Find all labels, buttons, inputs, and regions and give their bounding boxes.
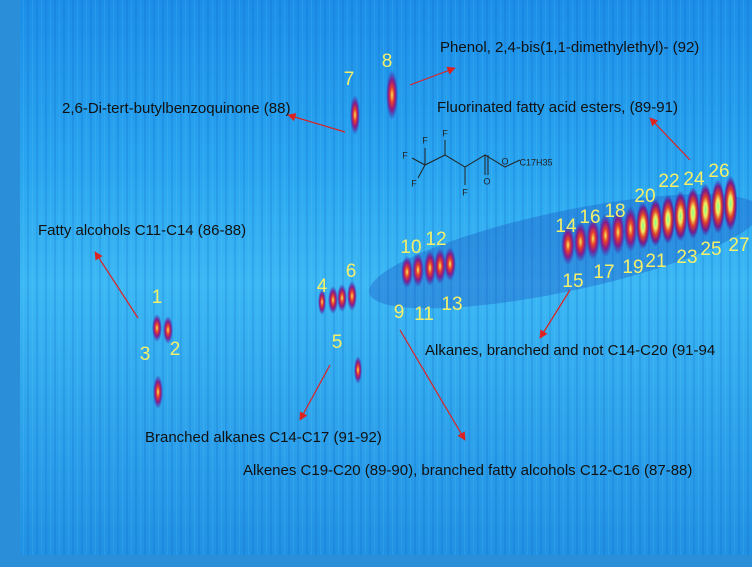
- arrow: [299, 364, 331, 421]
- peak-number: 18: [604, 201, 625, 222]
- peak-spot: [586, 217, 600, 260]
- peak-number: 8: [382, 51, 393, 72]
- annotation: Fluorinated fatty acid esters, (89-91): [437, 99, 678, 116]
- left-axis: [0, 0, 20, 567]
- peak-spot: [347, 281, 357, 311]
- structure-atom: F: [422, 135, 428, 145]
- peak-spot: [401, 256, 413, 288]
- peak-spot: [623, 206, 638, 252]
- peak-number: 22: [658, 171, 679, 192]
- peak-number: 17: [593, 262, 614, 283]
- peak-number: 9: [394, 302, 405, 323]
- peak-spot: [711, 179, 725, 234]
- peak-number: 13: [441, 294, 462, 315]
- arrow: [399, 329, 466, 441]
- peak-number: 2: [170, 339, 181, 360]
- peak-number: 27: [728, 235, 749, 256]
- peak-spot: [386, 70, 398, 120]
- peak-number: 10: [400, 237, 421, 258]
- peak-spot: [573, 221, 588, 263]
- peak-number: 16: [579, 207, 600, 228]
- peak-spot: [337, 284, 347, 312]
- structure-atom: O: [483, 176, 490, 186]
- peak-spot: [561, 225, 575, 265]
- peak-number: 6: [346, 261, 357, 282]
- arrow: [94, 251, 139, 319]
- peak-number: 20: [634, 186, 655, 207]
- peak-spot: [424, 250, 436, 286]
- peak-spot: [354, 356, 362, 384]
- annotation: Fatty alcohols C11-C14 (86-88): [38, 222, 246, 239]
- peak-number: 26: [708, 161, 729, 182]
- peak-number: 24: [683, 169, 705, 190]
- arrow: [649, 117, 691, 161]
- peak-number: 12: [425, 229, 446, 250]
- peak-number: 4: [317, 276, 328, 297]
- structure-atom: F: [462, 187, 468, 197]
- annotation: Alkanes, branched and not C14-C20 (91-94: [425, 342, 715, 359]
- structure-atom: O: [501, 156, 508, 166]
- structure-atom: F: [411, 178, 417, 188]
- arrow: [409, 66, 456, 86]
- peak-spot: [698, 183, 713, 237]
- peak-spot: [661, 194, 675, 245]
- peak-spot: [444, 247, 456, 281]
- peak-spot: [686, 187, 700, 239]
- peak-spot: [152, 314, 162, 342]
- peak-spot: [598, 213, 613, 258]
- arrows: [94, 66, 691, 441]
- peak-spot: [434, 248, 446, 284]
- peak-number: 1: [152, 287, 163, 308]
- peak-spot: [636, 202, 650, 250]
- bottom-axis: [0, 555, 752, 567]
- peak-number: 19: [622, 257, 643, 278]
- peak-number: 11: [414, 304, 434, 325]
- structure-atom: F: [442, 128, 448, 138]
- peak-spot: [673, 190, 688, 242]
- peak-number: 7: [344, 69, 355, 90]
- peak-number: 5: [332, 332, 343, 353]
- annotation: Alkenes C19-C20 (89-90), branched fatty …: [243, 462, 692, 479]
- annotation: 2,6-Di-tert-butylbenzoquinone (88): [62, 100, 290, 117]
- structure-chain: C17H35: [519, 157, 552, 167]
- peak-spot: [723, 175, 738, 232]
- peak-spot: [318, 289, 326, 315]
- peak-number: 3: [140, 344, 151, 365]
- structure: [411, 140, 521, 185]
- peak-spot: [412, 253, 424, 287]
- peak-number: 14: [555, 216, 577, 237]
- peak-spot: [611, 209, 625, 255]
- peak-number: 15: [562, 271, 583, 292]
- annotation: Phenol, 2,4-bis(1,1-dimethylethyl)- (92): [440, 39, 699, 56]
- peak-spot: [328, 286, 338, 314]
- peak-spot: [648, 198, 663, 247]
- peak-spot: [153, 375, 163, 409]
- structure-atom: F: [402, 150, 408, 160]
- labels: Phenol, 2,4-bis(1,1-dimethylethyl)- (92)…: [38, 39, 750, 479]
- arrow: [539, 289, 571, 339]
- peak-number: 21: [645, 251, 666, 272]
- peaks-layer: [152, 70, 738, 409]
- peak-number: 23: [676, 247, 697, 268]
- peak-number: 25: [700, 239, 721, 260]
- arrow: [287, 113, 346, 133]
- annotation: Branched alkanes C14-C17 (91-92): [145, 429, 382, 446]
- peak-spot: [163, 316, 173, 344]
- peak-spot: [350, 95, 360, 135]
